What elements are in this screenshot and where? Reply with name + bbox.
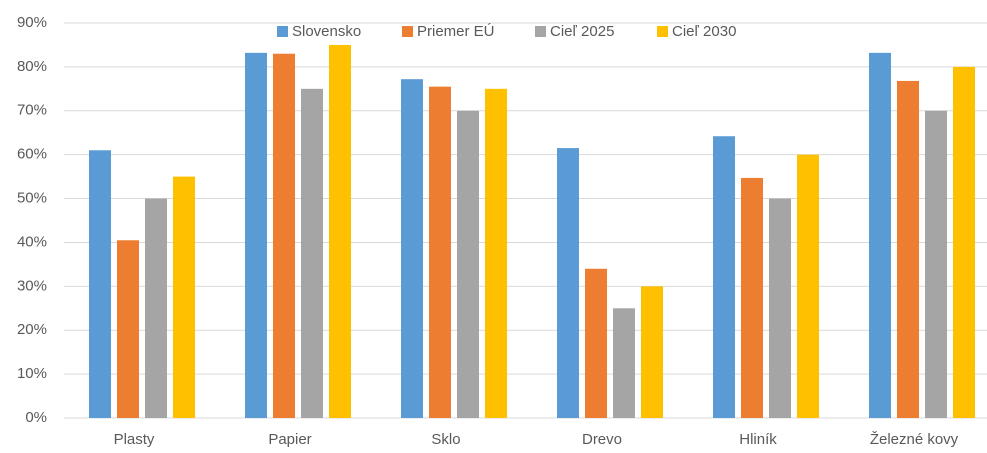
legend-swatch — [535, 26, 546, 37]
bar — [429, 86, 451, 418]
bar — [557, 148, 579, 419]
bar — [457, 110, 479, 419]
legend-label: Cieľ 2025 — [550, 23, 614, 40]
x-tick-label: Hliník — [739, 431, 777, 448]
bar — [245, 52, 267, 418]
bar — [641, 286, 663, 418]
bar — [145, 198, 167, 418]
bar — [869, 52, 891, 418]
bar — [485, 88, 507, 418]
legend-label: Priemer EÚ — [417, 23, 495, 40]
bar — [897, 80, 919, 418]
legend-swatch — [277, 26, 288, 37]
bar — [713, 136, 735, 418]
y-tick-label: 80% — [17, 58, 47, 75]
x-tick-label: Papier — [268, 431, 311, 448]
bar — [797, 154, 819, 418]
bar — [301, 88, 323, 418]
y-tick-label: 20% — [17, 321, 47, 338]
y-tick-label: 30% — [17, 277, 47, 294]
x-tick-label: Drevo — [582, 431, 622, 448]
legend-swatch — [402, 26, 413, 37]
y-tick-label: 70% — [17, 102, 47, 119]
bar — [613, 308, 635, 418]
y-tick-label: 90% — [17, 14, 47, 31]
bar — [741, 177, 763, 418]
y-tick-label: 60% — [17, 146, 47, 163]
y-tick-label: 10% — [17, 365, 47, 382]
y-tick-label: 0% — [25, 409, 47, 426]
x-tick-label: Železné kovy — [870, 431, 959, 448]
x-tick-label: Sklo — [431, 431, 460, 448]
bar — [401, 79, 423, 418]
legend-swatch — [657, 26, 668, 37]
bar — [953, 66, 975, 418]
bar — [769, 198, 791, 418]
bar — [585, 268, 607, 418]
bar — [89, 150, 111, 418]
x-tick-label: Plasty — [114, 431, 155, 448]
y-tick-label: 40% — [17, 233, 47, 250]
bar — [117, 240, 139, 418]
bar — [925, 110, 947, 419]
y-tick-label: 50% — [17, 190, 47, 207]
bar — [329, 44, 351, 418]
legend-label: Slovensko — [292, 23, 361, 40]
bar — [173, 176, 195, 418]
legend-label: Cieľ 2030 — [672, 23, 736, 40]
bar — [273, 53, 295, 418]
